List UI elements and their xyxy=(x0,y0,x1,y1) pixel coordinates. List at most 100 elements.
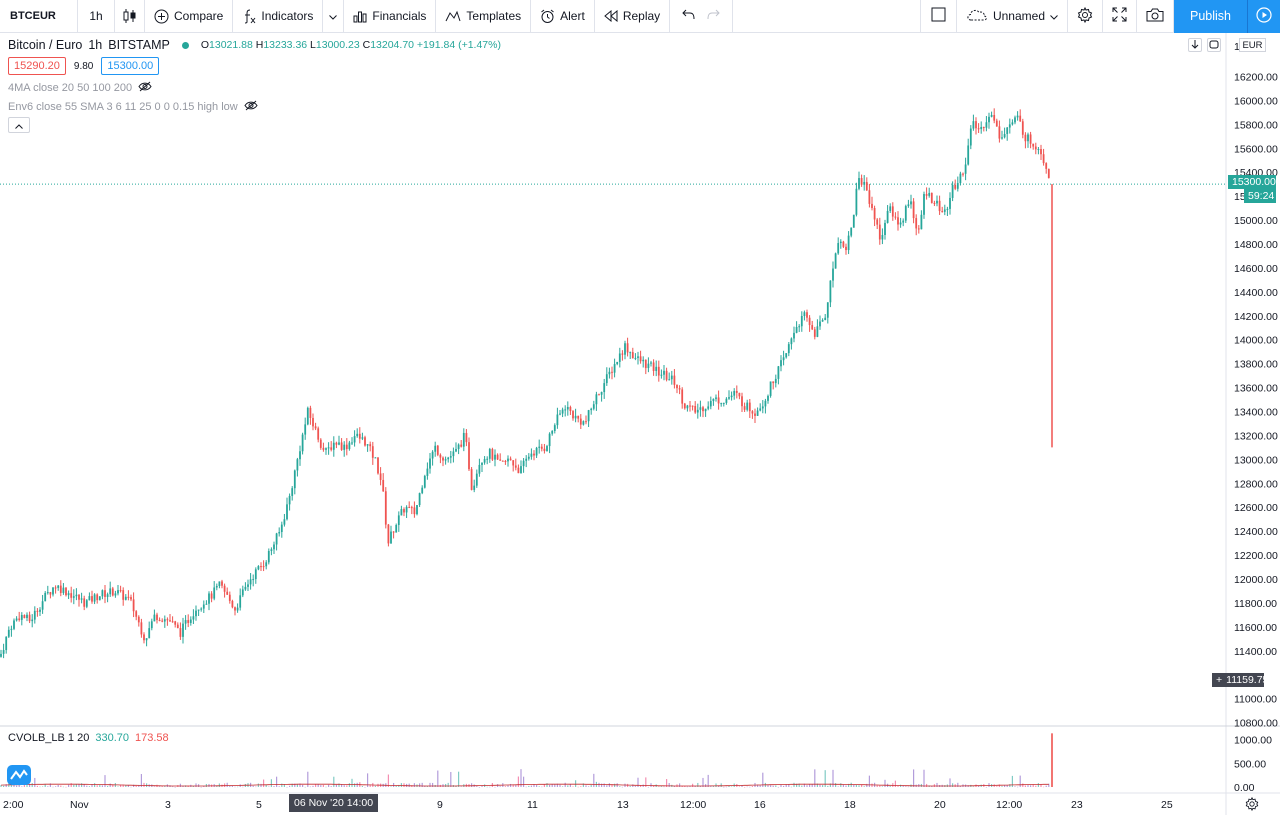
volume-bar xyxy=(3,785,5,787)
candle-body xyxy=(179,628,182,637)
candle-body xyxy=(249,579,252,585)
collapse-legend-button[interactable] xyxy=(8,117,30,133)
buy-price-button[interactable]: 15300.00 xyxy=(101,57,160,75)
plus-circle-icon xyxy=(154,9,169,24)
snapshot-button[interactable] xyxy=(1137,0,1174,33)
alert-button[interactable]: Alert xyxy=(531,0,595,33)
main-series-legend[interactable]: Bitcoin / Euro 1h BITSTAMP O13021.88 H13… xyxy=(8,38,501,52)
candle-body xyxy=(473,485,476,490)
candle-body xyxy=(296,459,299,471)
volume-bar xyxy=(868,775,870,787)
candle-body xyxy=(639,356,642,362)
candle-body xyxy=(28,614,31,622)
eye-hidden-icon[interactable] xyxy=(244,100,258,114)
volume-bar xyxy=(283,784,285,787)
volume-bar xyxy=(564,782,566,787)
undo-button[interactable] xyxy=(670,0,701,33)
chevron-down-icon xyxy=(329,9,338,23)
candle-body xyxy=(283,519,286,525)
volume-bar xyxy=(923,769,925,787)
price-tick-label: 14800.00 xyxy=(1234,239,1278,251)
scroll-to-latest-button[interactable] xyxy=(1188,38,1202,52)
candle-body xyxy=(405,506,408,513)
redo-button[interactable] xyxy=(701,0,734,33)
candle-body xyxy=(13,620,15,629)
candle-body xyxy=(707,406,710,409)
volume-bar xyxy=(879,785,881,787)
volume-bar xyxy=(668,783,670,787)
volume-bar xyxy=(504,786,506,787)
top-toolbar: BTCEUR 1h Compare Indicators xyxy=(0,0,1280,33)
candle-body xyxy=(530,453,533,457)
volume-bar xyxy=(333,776,335,787)
axis-settings-icon[interactable] xyxy=(1245,796,1259,815)
candle-body xyxy=(93,594,96,602)
candle-body xyxy=(689,405,691,407)
financials-button[interactable]: Financials xyxy=(344,0,437,33)
price-tick-label: 12200.00 xyxy=(1234,550,1278,562)
currency-label[interactable]: EUR xyxy=(1239,38,1266,52)
candle-body xyxy=(49,592,52,595)
candle-body xyxy=(309,407,312,418)
volume-bar xyxy=(551,784,553,787)
interval-button[interactable]: 1h xyxy=(78,0,115,33)
eye-hidden-icon[interactable] xyxy=(138,81,152,95)
volume-bar xyxy=(772,785,774,787)
candle-body xyxy=(899,222,902,225)
tradingview-logo-icon[interactable] xyxy=(7,765,31,785)
volume-bar xyxy=(520,769,522,787)
indicators-button[interactable]: Indicators xyxy=(233,0,324,33)
candle-body xyxy=(678,388,681,390)
candle-body xyxy=(634,357,637,359)
replay-button[interactable]: Replay xyxy=(595,0,671,33)
indicator-legend-env[interactable]: Env6 close 55 SMA 3 6 11 25 0 0 0.15 hig… xyxy=(8,100,258,114)
volume-bar xyxy=(720,783,722,787)
templates-button[interactable]: Templates xyxy=(436,0,532,33)
volume-bar xyxy=(68,784,70,787)
symbol-search-button[interactable]: BTCEUR xyxy=(0,0,78,33)
candle-body xyxy=(499,459,502,461)
candle-body xyxy=(465,432,468,443)
time-tick-label: 12:00 xyxy=(996,799,1022,811)
indicator-legend-ma[interactable]: 4MA close 20 50 100 200 xyxy=(8,81,152,95)
price-series xyxy=(0,108,1053,659)
reset-scale-button[interactable] xyxy=(1207,38,1221,52)
candle-body xyxy=(647,363,650,369)
volume-bar xyxy=(130,786,132,788)
volume-series xyxy=(0,733,1053,788)
arrow-down-icon xyxy=(1191,36,1199,54)
volume-bar xyxy=(679,783,681,787)
candle-body xyxy=(361,437,364,439)
volume-bar xyxy=(1017,786,1019,788)
select-layout-button[interactable] xyxy=(919,0,957,33)
chart-type-button[interactable] xyxy=(115,0,145,33)
volume-bar xyxy=(31,783,33,787)
candle-body xyxy=(938,200,941,212)
volume-bar xyxy=(1024,785,1026,787)
play-button[interactable] xyxy=(1248,0,1280,33)
volume-bar xyxy=(845,785,847,787)
volume-bar xyxy=(650,783,652,787)
crosshair-time-tag: 06 Nov '20 14:00 xyxy=(289,794,379,812)
candle-body xyxy=(468,442,470,470)
settings-button[interactable] xyxy=(1068,0,1103,33)
candle-body xyxy=(192,616,195,620)
volume-bar xyxy=(159,786,161,787)
candle-body xyxy=(837,243,840,254)
candle-body xyxy=(44,592,47,602)
fullscreen-button[interactable] xyxy=(1103,0,1137,33)
volume-bar xyxy=(94,783,96,787)
chart-canvas[interactable]: 10800.00 11000.00 11400.00 11600.00 11800.00… xyxy=(0,33,1280,815)
candle-body xyxy=(288,495,291,505)
candle-body xyxy=(218,581,221,586)
layout-name-button[interactable]: Unnamed xyxy=(957,0,1068,33)
compare-button[interactable]: Compare xyxy=(145,0,234,33)
candle-body xyxy=(1029,134,1032,144)
volume-legend[interactable]: CVOLB_LB 1 20 330.70 173.58 xyxy=(8,732,169,744)
publish-button[interactable]: Publish xyxy=(1174,0,1248,33)
candle-body xyxy=(15,618,18,621)
price-tick-label: 11000.00 xyxy=(1234,694,1277,706)
volume-bar xyxy=(741,784,743,787)
sell-price-button[interactable]: 15290.20 xyxy=(8,57,66,75)
indicators-dropdown[interactable] xyxy=(323,0,345,33)
